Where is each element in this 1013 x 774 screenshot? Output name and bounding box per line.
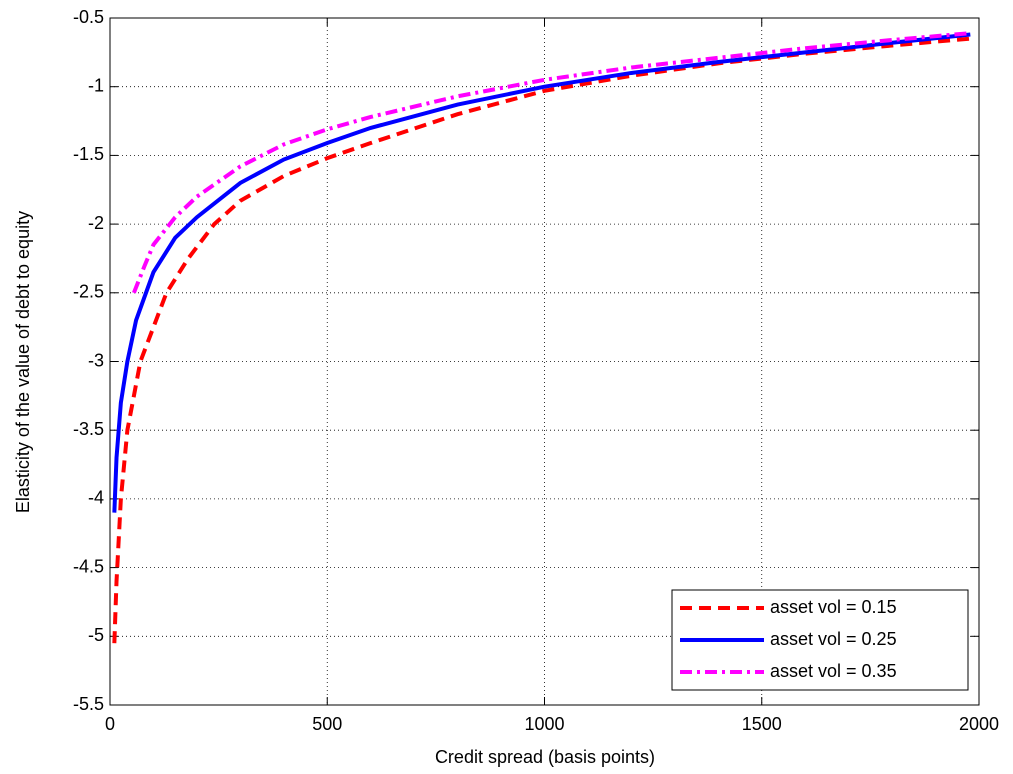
y-tick-label: -1.5	[73, 144, 104, 164]
legend: asset vol = 0.15 asset vol = 0.25 asset vo…	[671, 589, 969, 691]
y-tick-label: -1	[88, 75, 104, 95]
x-tick-label: 500	[312, 714, 342, 734]
y-tick-label: -4.5	[73, 556, 104, 576]
plot-frame	[109, 17, 980, 706]
legend-label: asset vol = 0.35	[770, 661, 897, 681]
y-axis-label: Elasticity of the value of debt to equit…	[13, 211, 33, 513]
series-line	[112, 32, 971, 513]
legend-label: asset vol = 0.25	[770, 629, 897, 649]
y-tick-label: -5	[88, 625, 104, 645]
y-tick-label: -3	[88, 350, 104, 370]
legend-label: asset vol = 0.15	[770, 597, 897, 617]
x-tick-label: 0	[105, 714, 115, 734]
series-line	[132, 31, 971, 294]
y-tick-label: -2.5	[73, 282, 104, 302]
y-tick-label: -2	[88, 213, 104, 233]
y-tick-label: -5.5	[73, 694, 104, 714]
y-tick-label: -4	[88, 488, 104, 508]
x-tick-label: 1500	[742, 714, 782, 734]
x-tick-label: 1000	[524, 714, 564, 734]
y-tick-label: -3.5	[73, 419, 104, 439]
x-tick-label: 2000	[959, 714, 999, 734]
x-axis-label: Credit spread (basis points)	[435, 747, 655, 767]
y-tick-label: -0.5	[73, 7, 104, 27]
